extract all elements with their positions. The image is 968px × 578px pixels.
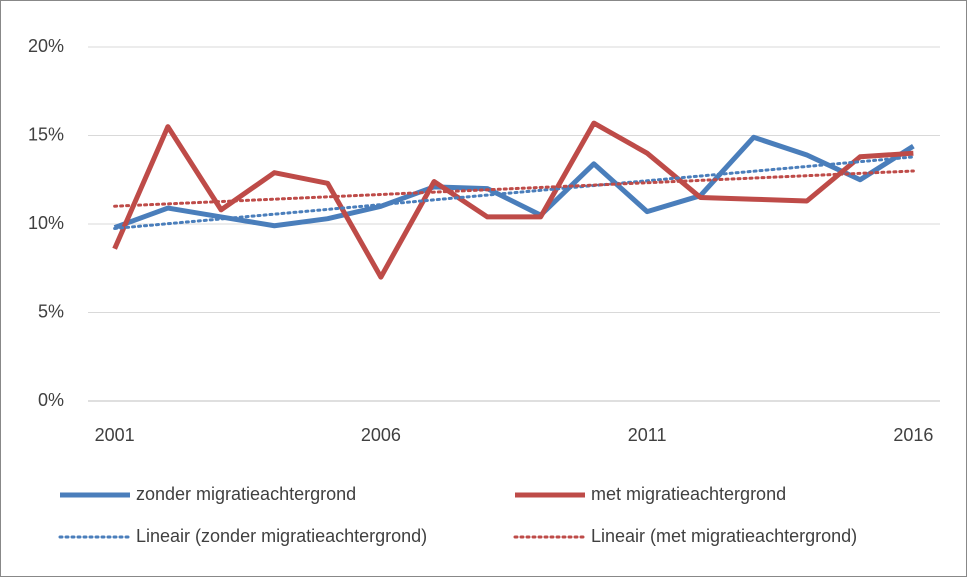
y-tick-label: 20% bbox=[28, 36, 64, 56]
legend-label: Lineair (zonder migratieachtergrond) bbox=[136, 526, 427, 546]
trend-line bbox=[113, 169, 915, 208]
x-tick-label: 2001 bbox=[95, 425, 135, 445]
y-tick-label: 0% bbox=[38, 390, 64, 410]
x-tick-label: 2011 bbox=[628, 425, 667, 445]
y-tick-label: 5% bbox=[38, 301, 64, 321]
y-tick-label: 10% bbox=[28, 213, 64, 233]
x-tick-label: 2016 bbox=[893, 425, 933, 445]
legend-label: zonder migratieachtergrond bbox=[136, 484, 356, 504]
trend-line bbox=[113, 155, 915, 230]
series-line bbox=[113, 134, 915, 230]
legend-label: met migratieachtergrond bbox=[591, 484, 786, 504]
y-tick-label: 15% bbox=[28, 124, 64, 144]
legend-label: Lineair (met migratieachtergrond) bbox=[591, 526, 857, 546]
x-tick-label: 2006 bbox=[361, 425, 401, 445]
series-line bbox=[112, 120, 914, 280]
